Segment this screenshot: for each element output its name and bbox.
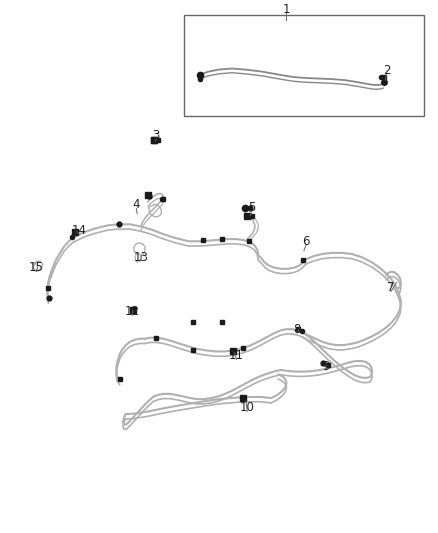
Text: 7: 7: [387, 281, 395, 294]
Text: 8: 8: [293, 322, 301, 336]
Text: 9: 9: [322, 360, 329, 373]
Text: 5: 5: [248, 201, 255, 214]
Text: 10: 10: [240, 401, 255, 414]
Text: 4: 4: [133, 198, 140, 211]
Text: 1: 1: [283, 3, 290, 16]
Text: 6: 6: [302, 235, 310, 248]
Text: 15: 15: [29, 261, 44, 274]
Text: 11: 11: [229, 349, 244, 362]
Text: 14: 14: [71, 224, 86, 237]
Bar: [184, 15, 424, 116]
Text: 2: 2: [383, 64, 390, 77]
Text: 3: 3: [152, 129, 159, 142]
Text: 12: 12: [124, 305, 139, 318]
Text: 13: 13: [133, 251, 148, 264]
